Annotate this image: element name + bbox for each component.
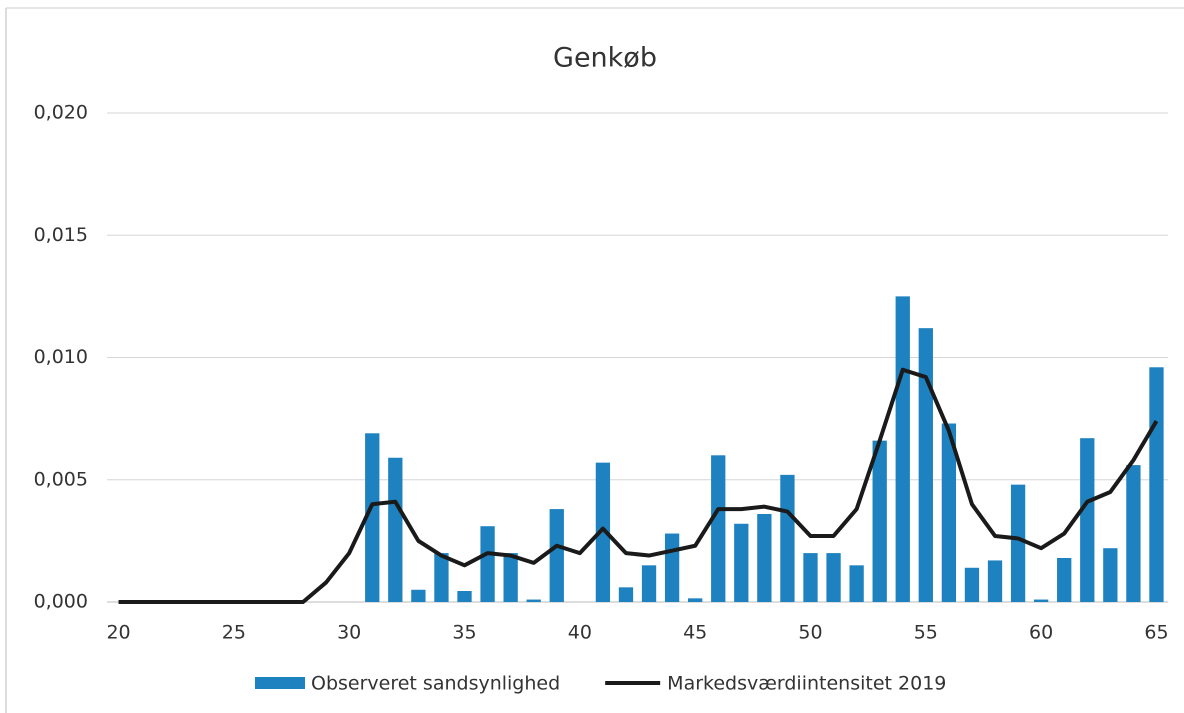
bar xyxy=(1010,484,1026,602)
bar xyxy=(1103,548,1118,602)
bar xyxy=(618,587,634,602)
x-tick-label: 60 xyxy=(1029,622,1053,644)
bar xyxy=(964,567,980,602)
bar xyxy=(757,513,772,602)
bar xyxy=(595,462,611,602)
chart-title: Genkøb xyxy=(553,43,657,74)
bar xyxy=(849,565,864,602)
y-tick-label: 0,020 xyxy=(34,102,88,124)
y-tick-label: 0,010 xyxy=(34,346,88,368)
bar xyxy=(1033,599,1049,602)
x-tick-label: 50 xyxy=(798,622,822,644)
bar xyxy=(941,423,957,602)
x-tick-label: 20 xyxy=(106,622,130,644)
x-tick-label: 55 xyxy=(914,622,938,644)
legend-label: Markedsværdiintensitet 2019 xyxy=(667,673,946,695)
bar xyxy=(918,328,933,602)
y-tick-label: 0,005 xyxy=(34,468,88,490)
line xyxy=(118,367,1159,604)
x-tick-label: 45 xyxy=(683,622,707,644)
x-tick-label: 25 xyxy=(222,622,246,644)
bar xyxy=(549,509,564,602)
legend-label: Observeret sandsynlighed xyxy=(311,673,560,695)
bar xyxy=(1149,367,1164,602)
bar xyxy=(457,590,472,602)
bar xyxy=(1080,438,1095,602)
bar xyxy=(688,598,703,602)
bar xyxy=(803,553,818,602)
y-tick-label: 0,000 xyxy=(34,591,88,613)
bar xyxy=(411,589,426,602)
bar xyxy=(987,560,1003,602)
bar xyxy=(388,457,403,602)
x-tick-label: 30 xyxy=(337,622,361,644)
bar xyxy=(872,440,887,602)
bar xyxy=(734,523,749,602)
bar xyxy=(664,533,680,602)
bar xyxy=(480,526,495,602)
x-tick-label: 65 xyxy=(1144,622,1168,644)
x-tick-label: 35 xyxy=(452,622,476,644)
bar xyxy=(434,553,449,602)
bar xyxy=(503,553,518,602)
bar xyxy=(526,599,541,602)
bar xyxy=(711,455,726,602)
bar xyxy=(1126,465,1141,602)
legend-swatch xyxy=(255,677,305,689)
x-tick-label: 40 xyxy=(568,622,592,644)
bar xyxy=(895,296,910,602)
bar xyxy=(780,474,795,602)
bar xyxy=(826,553,841,602)
bar xyxy=(641,565,657,602)
bar xyxy=(1057,557,1072,602)
bar xyxy=(365,433,380,602)
y-tick-label: 0,015 xyxy=(34,224,88,246)
